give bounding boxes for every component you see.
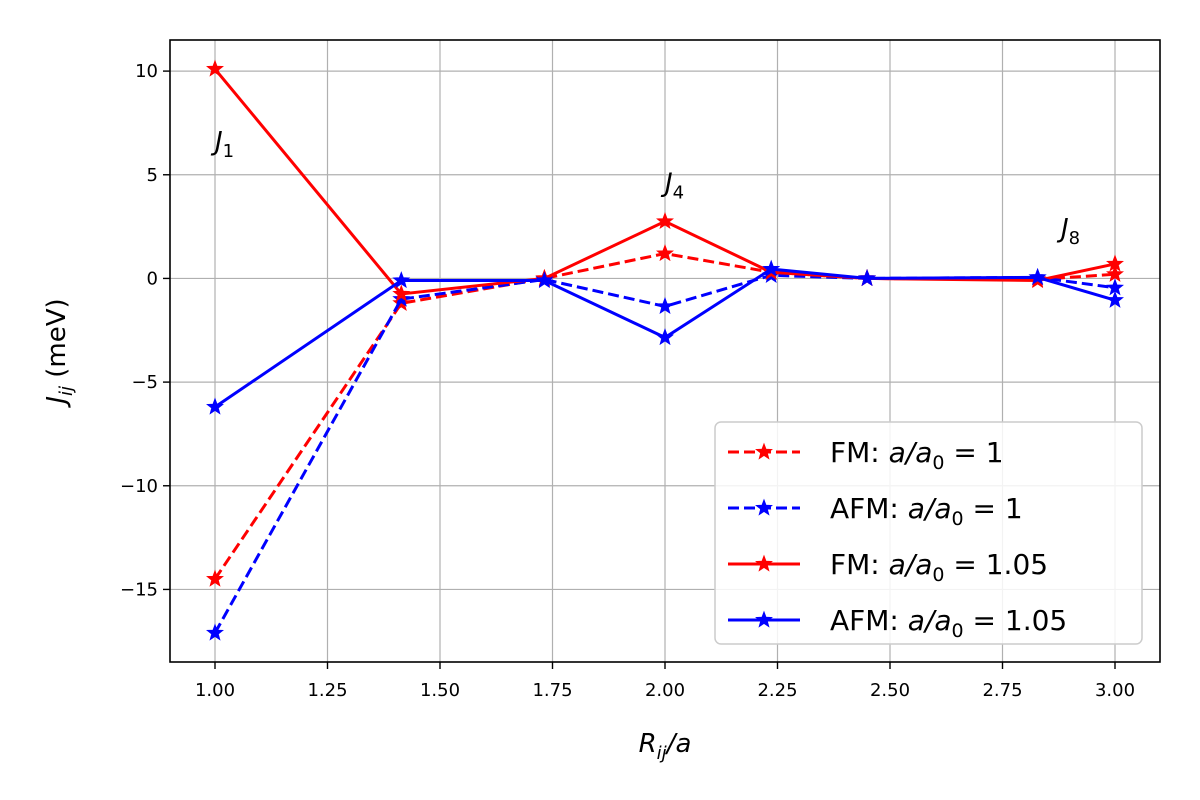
- x-tick-label: 1.00: [195, 680, 235, 701]
- data-point: [1106, 290, 1124, 308]
- legend-label: FM: a/a0 = 1.05: [830, 548, 1048, 586]
- x-tick-label: 2.50: [870, 680, 910, 701]
- x-tick-label: 3.00: [1095, 680, 1135, 701]
- legend-marker: [755, 442, 773, 460]
- data-point: [762, 259, 781, 277]
- series-layer: [206, 59, 1124, 641]
- legend-marker: [755, 498, 773, 516]
- y-tick-label: 0: [147, 268, 158, 289]
- data-point: [392, 271, 411, 289]
- data-point: [656, 244, 674, 262]
- series-line: [214, 267, 1116, 409]
- y-tick-label: 5: [147, 165, 158, 186]
- data-point: [206, 623, 224, 641]
- legend-marker: [755, 554, 773, 572]
- series-line: [213, 68, 1116, 296]
- data-point: [392, 289, 411, 307]
- data-point: [656, 211, 674, 230]
- data-point: [206, 59, 224, 77]
- annotation-label: J4: [660, 168, 684, 203]
- y-tick-label: −10: [120, 476, 158, 497]
- legend-box: [714, 421, 1143, 645]
- data-point: [656, 296, 674, 315]
- y-tick-label: −15: [120, 579, 158, 600]
- data-point: [206, 397, 224, 415]
- annotation-label: J8: [1056, 214, 1080, 249]
- x-tick-label: 1.75: [532, 680, 572, 701]
- data-point: [392, 284, 411, 302]
- y-tick-label: −5: [131, 372, 158, 393]
- annotation-label: J1: [210, 127, 234, 162]
- x-tick-label: 1.25: [307, 680, 347, 701]
- y-axis-label: Jij (meV): [42, 298, 77, 408]
- x-tick-label: 2.75: [982, 680, 1022, 701]
- data-point: [858, 268, 877, 287]
- x-tick-label: 2.25: [757, 680, 797, 701]
- data-point: [656, 328, 674, 346]
- data-point: [1028, 267, 1047, 286]
- legend-item: FM: a/a0 = 1.05: [728, 548, 1048, 586]
- axis-ticks: 1.00 1.25 1.50 1.75 2.00 2.25 2.50 2.75 3.00 10 5 0…: [120, 61, 1135, 701]
- data-point: [1106, 254, 1124, 272]
- data-point: [1106, 264, 1124, 282]
- legend-label: AFM: a/a0 = 1: [830, 492, 1023, 530]
- series-4: [206, 259, 1124, 415]
- legend-label: FM: a/a0 = 1: [830, 436, 1004, 474]
- data-point: [535, 271, 554, 289]
- y-tick-label: 10: [135, 61, 158, 82]
- legend-marker: [755, 610, 773, 628]
- x-axis-label: Rij/a: [639, 729, 692, 764]
- x-tick-label: 2.00: [645, 680, 685, 701]
- legend: FM: a/a0 = 1 AFM: a/a0 = 1 FM: a/a0 = 1.05…: [714, 421, 1143, 645]
- legend-item: FM: a/a0 = 1: [728, 436, 1004, 474]
- legend-label: AFM: a/a0 = 1.05: [830, 604, 1067, 642]
- data-point: [206, 569, 224, 587]
- legend-item: AFM: a/a0 = 1: [728, 492, 1023, 530]
- legend-item: AFM: a/a0 = 1.05: [728, 604, 1067, 642]
- x-tick-label: 1.50: [420, 680, 460, 701]
